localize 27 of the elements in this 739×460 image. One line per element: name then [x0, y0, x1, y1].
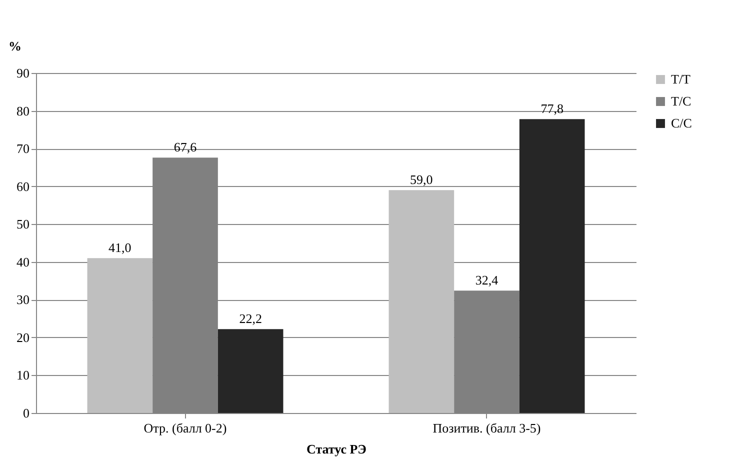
y-tick-label: 40	[16, 254, 30, 270]
x-axis-title: Статус РЭ	[306, 442, 367, 456]
data-label: 77,8	[540, 101, 564, 116]
y-tick-label: 60	[16, 178, 30, 194]
data-label: 41,0	[108, 240, 132, 256]
bar	[87, 258, 153, 413]
y-tick-label: 90	[16, 66, 30, 80]
legend-label: C/C	[671, 116, 692, 130]
data-label: 59,0	[410, 172, 433, 188]
x-tick-label: Отр. (балл 0-2)	[144, 420, 227, 436]
y-tick-label: 30	[16, 292, 30, 308]
data-label: 22,2	[239, 311, 262, 326]
y-tick-label: 20	[16, 330, 30, 345]
legend-label: T/T	[671, 72, 691, 86]
x-tick-label: Позитив. (балл 3-5)	[432, 420, 541, 436]
legend-label: T/C	[671, 94, 692, 108]
y-tick-label: 70	[16, 141, 30, 156]
bar	[218, 329, 284, 413]
y-tick-label: 50	[16, 216, 30, 232]
y-tick-label: 80	[16, 103, 30, 118]
y-tick-label: 0	[23, 406, 30, 420]
bar	[388, 190, 454, 413]
y-tick-label: 10	[16, 368, 30, 383]
y-axis-title: %	[8, 38, 22, 54]
data-label: 67,6	[174, 140, 198, 155]
bar	[519, 119, 585, 413]
data-label: 32,4	[475, 272, 499, 288]
